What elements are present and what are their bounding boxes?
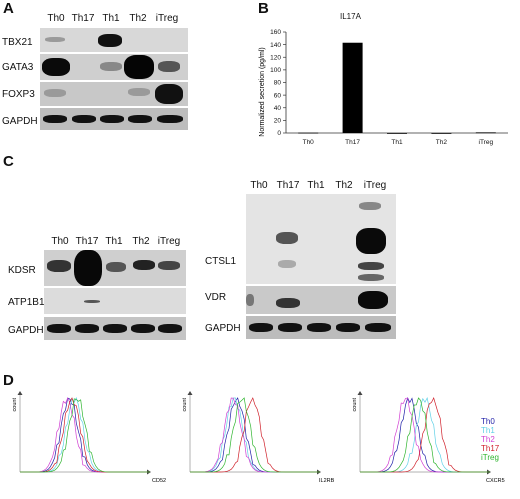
blot-atp1b1 [44,288,186,314]
histogram-curve [20,397,150,473]
x-tick-label: Th17 [345,139,360,146]
y-tick-label: 20 [274,118,282,125]
y-tick-label: 40 [274,105,282,112]
lane-label: Th17 [75,236,99,247]
histogram-curve [20,397,150,473]
lane-label: Th1 [307,180,325,191]
blot-vdr [246,286,396,314]
row-label: FOXP3 [2,89,35,100]
y-axis-label: Normalized secretion (pg/ml) [259,47,266,136]
axis-arrow [17,391,23,395]
blot-foxp3 [40,82,188,106]
y-tick-label: 120 [270,54,281,61]
blot-tbx21 [40,28,188,52]
y-tick-label: 140 [270,42,281,49]
row-label: CTSL1 [205,256,237,267]
legend-entry: Th1 [481,426,495,435]
row-label: KDSR [8,265,36,276]
panel-letter-b: B [258,0,269,17]
x-tick-label: Th0 [303,139,315,146]
histogram-curve [360,396,490,473]
bar [298,132,319,134]
lane-label: Th0 [250,180,268,191]
row-label: GAPDH [2,116,38,127]
panel-letter-c: C [3,153,14,170]
lane-label: Th2 [132,236,150,247]
row-label: TBX21 [2,37,33,48]
lane-label: iTreg [157,236,181,247]
histogram-panels: count count count CD52 IL2RB CXCR5 Th0 T… [12,391,505,484]
lane-label: Th17 [276,180,300,191]
chart-title: IL17A [340,12,361,21]
lane-label: Th1 [102,13,120,24]
bar [342,42,363,134]
bar [475,132,496,134]
histogram-curve [20,397,150,473]
row-label: GAPDH [8,325,44,336]
histogram-curve [190,397,320,473]
lane-label: iTreg [363,180,387,191]
lane-label: Th0 [51,236,69,247]
legend-entry: Th2 [481,435,495,444]
axis-arrow [357,391,363,395]
lane-label: Th2 [335,180,353,191]
blot-gata3 [40,54,188,80]
blot-gapdh-c-left [44,317,186,340]
row-label: GATA3 [2,62,34,73]
lane-label: Th0 [47,13,65,24]
bar [431,133,452,134]
histogram-curve [20,397,150,473]
hist-y-label: count [182,398,188,412]
hist-y-label: count [12,398,18,412]
histogram-curve [360,397,490,473]
y-tick-label: 60 [274,92,282,99]
hist-x-label: IL2RB [319,478,335,484]
legend-entry: Th0 [481,417,495,426]
blot-ctsl1 [246,194,396,284]
histogram-curve [20,398,150,473]
blot-gapdh-c-right [246,316,396,339]
histogram-curve [190,397,320,473]
y-tick-label: 100 [270,67,281,74]
axis-arrow [187,391,193,395]
lane-label: Th1 [105,236,123,247]
y-tick-label: 80 [274,80,282,87]
legend-entry: Th17 [481,444,500,453]
histogram-curve [190,397,320,473]
lane-label: Th2 [129,13,147,24]
row-label: ATP1B1 [8,297,45,308]
histogram-curve [190,397,320,473]
legend-entry: iTreg [481,453,499,462]
histogram-curve [360,397,490,473]
x-tick-label: Th2 [436,139,448,146]
histogram-curve [360,397,490,473]
bar [387,133,407,134]
y-tick-label: 160 [270,29,281,36]
blot-kdsr [44,250,186,286]
histogram-curve [360,397,490,473]
y-tick-label: 0 [277,130,281,137]
hist-x-label: CXCR5 [486,478,505,484]
x-tick-label: iTreg [479,139,494,146]
row-label: VDR [205,292,227,303]
panel-letter-a: A [3,0,14,17]
hist-y-label: count [352,398,358,412]
hist-x-label: CD52 [152,478,166,484]
panel-letter-d: D [3,372,14,389]
row-label: GAPDH [205,323,241,334]
lane-label: iTreg [155,13,179,24]
blot-gapdh-a [40,108,188,130]
histogram-curve [190,397,320,473]
x-tick-label: Th1 [391,139,403,146]
lane-label: Th17 [71,13,95,24]
